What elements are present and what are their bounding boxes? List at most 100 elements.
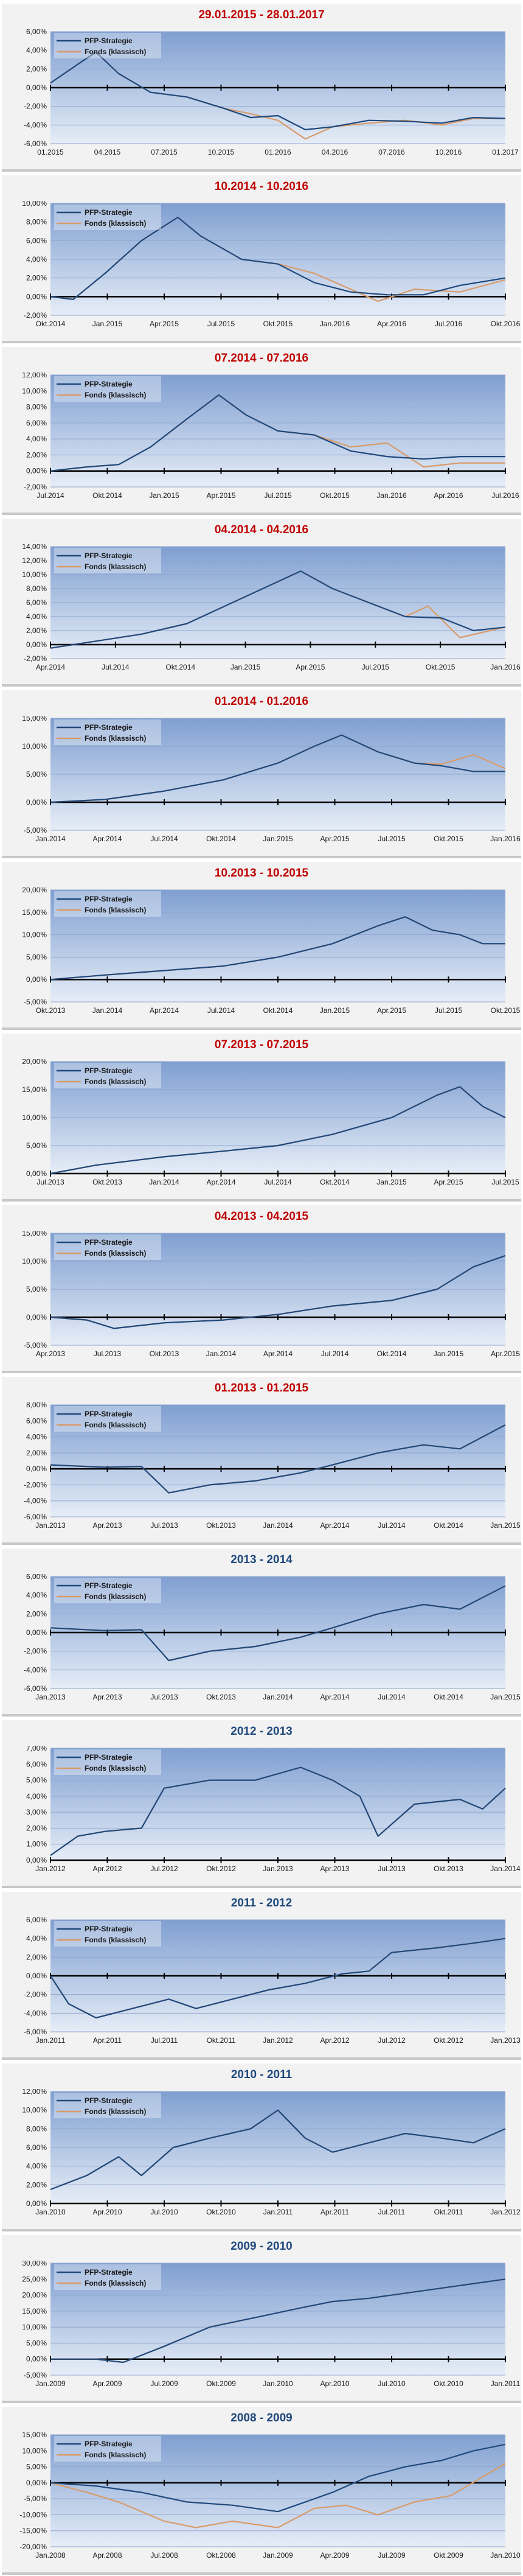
line-chart: -5,00% 0,00% 5,00% 10,00% 15,00% 20,00% Okt.20…: [22, 887, 521, 1015]
x-tick-label: Apr.2015: [150, 320, 179, 328]
x-tick-label: Jan.2016: [490, 835, 521, 843]
y-tick-label: 4,00%: [26, 46, 47, 55]
x-tick-label: Jan.2015: [490, 1521, 521, 1530]
legend: [54, 2264, 161, 2290]
y-tick-label: 6,00%: [26, 598, 47, 607]
y-tick-label: -5,00%: [24, 826, 47, 835]
series-line-pfp-strategie: [50, 1585, 506, 1662]
y-tick-label: 0,00%: [26, 1856, 47, 1864]
x-tick-label: Okt.2013: [434, 1864, 463, 1873]
chart-panel: 2009 - 2010 -5,00% 0,00% 5,00% 10,00% 15,00% 2…: [2, 2235, 521, 2403]
y-tick-label: 6,00%: [26, 2143, 47, 2152]
y-tick-label: -2,00%: [24, 1647, 47, 1656]
y-tick-label: -4,00%: [24, 121, 47, 129]
x-tick-label: Apr.2010: [320, 2379, 349, 2388]
x-tick-label: Jul.2012: [378, 2036, 406, 2045]
series-line-pfp-strategie: [50, 570, 506, 649]
x-tick-label: Apr.2014: [263, 1349, 293, 1358]
y-tick-label: 10,00%: [22, 570, 47, 579]
x-tick-label: Okt.2014: [434, 1521, 463, 1530]
y-tick-label: -5,00%: [24, 998, 47, 1006]
y-tick-label: 2,00%: [26, 1609, 47, 1618]
x-tick-label: Apr.2013: [92, 1521, 122, 1530]
x-tick-label: Jan.2014: [35, 835, 66, 843]
y-tick-label: 10,00%: [22, 201, 47, 208]
y-tick-label: 0,00%: [26, 1169, 47, 1178]
y-tick-label: -6,00%: [24, 1513, 47, 1521]
legend-label: Fonds (klassisch): [85, 2451, 146, 2459]
y-tick-label: 0,00%: [26, 2479, 47, 2487]
legend: [54, 205, 161, 230]
x-tick-label: Jan.2014: [206, 1349, 237, 1358]
y-tick-label: 8,00%: [26, 218, 47, 226]
y-tick-label: 0,00%: [26, 1972, 47, 1980]
series-line-pfp-strategie: [50, 1086, 506, 1175]
x-tick-label: 01.2015: [37, 148, 64, 156]
legend-label: Fonds (klassisch): [85, 47, 146, 56]
chart-title: 10.2014 - 10.2016: [214, 180, 309, 193]
legend-label: PFP-Strategie: [85, 2268, 133, 2277]
y-tick-label: 4,00%: [26, 1792, 47, 1801]
legend: [54, 2436, 161, 2462]
x-tick-label: Okt.2013: [206, 1693, 236, 1701]
x-tick-label: Jan.2010: [35, 2208, 66, 2216]
x-tick-label: Jan.2015: [230, 663, 261, 671]
y-tick-label: 4,00%: [26, 612, 47, 621]
legend-label: Fonds (klassisch): [85, 1249, 146, 1258]
legend-label: PFP-Strategie: [85, 380, 133, 388]
legend-label: Fonds (klassisch): [85, 1077, 146, 1086]
legend: [54, 1578, 161, 1603]
y-tick-label: 10,00%: [22, 1113, 47, 1122]
x-tick-label: Okt.2013: [36, 1006, 66, 1015]
legend-label: PFP-Strategie: [85, 1925, 133, 1933]
x-tick-label: Jul.2010: [378, 2379, 406, 2388]
line-chart: -6,00% -4,00% -2,00% 0,00% 2,00% 4,00% 6,00% Ja…: [24, 1574, 521, 1701]
chart-title: 2010 - 2011: [230, 2068, 293, 2081]
y-tick-label: 10,00%: [22, 2446, 47, 2455]
y-tick-label: 6,00%: [26, 419, 47, 427]
x-tick-label: Jul.2008: [150, 2551, 178, 2560]
x-tick-label: Jul.2009: [150, 2379, 178, 2388]
line-chart: -6,00% -4,00% -2,00% 0,00% 2,00% 4,00% 6,00% 8,…: [24, 1402, 521, 1530]
x-tick-label: 10.2015: [208, 148, 235, 156]
y-tick-label: -6,00%: [24, 1684, 47, 1693]
series-line-pfp-strategie: [50, 1937, 506, 2019]
chart-title: 07.2014 - 07.2016: [214, 352, 309, 365]
y-tick-label: 10,00%: [22, 931, 47, 939]
x-tick-label: Okt.2015: [491, 1006, 521, 1015]
chart-title: 01.2013 - 01.2015: [214, 1382, 309, 1395]
chart-panel: 2010 - 2011 0,00% 2,00% 4,00% 6,00% 8,00% 10,0…: [2, 2063, 521, 2231]
legend: [54, 891, 161, 917]
chart-title: 2011 - 2012: [230, 1897, 293, 1909]
line-chart: -6,00% -4,00% -2,00% 0,00% 2,00% 4,00% 6,00% 01…: [24, 29, 519, 156]
legend-label: Fonds (klassisch): [85, 391, 146, 399]
y-tick-label: 20,00%: [22, 2291, 47, 2300]
legend-label: PFP-Strategie: [85, 895, 133, 903]
x-tick-label: Okt.2015: [320, 491, 350, 500]
y-tick-label: 6,00%: [26, 29, 47, 36]
x-tick-label: Okt.2016: [491, 320, 521, 328]
x-tick-label: Jan.2014: [149, 1178, 179, 1186]
x-tick-label: Jul.2013: [378, 1864, 406, 1873]
y-tick-label: -4,00%: [24, 1665, 47, 1674]
x-tick-label: Apr.2016: [377, 320, 406, 328]
y-tick-label: 0,00%: [26, 2355, 47, 2364]
legend-label: Fonds (klassisch): [85, 562, 146, 571]
y-tick-label: 12,00%: [22, 556, 47, 565]
legend-label: PFP-Strategie: [85, 551, 133, 560]
y-tick-label: -4,00%: [24, 1497, 47, 1505]
legend-label: Fonds (klassisch): [85, 1421, 146, 1429]
y-tick-label: 0,00%: [26, 1313, 47, 1321]
chart-panel: 07.2013 - 07.2015 0,00% 5,00% 10,00% 15,00% 2…: [2, 1034, 521, 1202]
y-tick-label: 20,00%: [22, 887, 47, 894]
x-tick-label: Jan.2011: [491, 2379, 521, 2388]
x-tick-label: Okt.2013: [92, 1178, 122, 1186]
line-chart: -2,00% 0,00% 2,00% 4,00% 6,00% 8,00% 10,00% Okt…: [22, 201, 521, 328]
y-tick-label: 2,00%: [26, 1824, 47, 1832]
y-tick-label: -2,00%: [24, 1990, 47, 1999]
x-tick-label: 01.2016: [265, 148, 291, 156]
x-tick-label: Okt.2014: [263, 1006, 293, 1015]
chart-title: 2008 - 2009: [230, 2412, 293, 2424]
x-tick-label: Jul.2014: [264, 1178, 292, 1186]
y-tick-label: 4,00%: [26, 255, 47, 264]
